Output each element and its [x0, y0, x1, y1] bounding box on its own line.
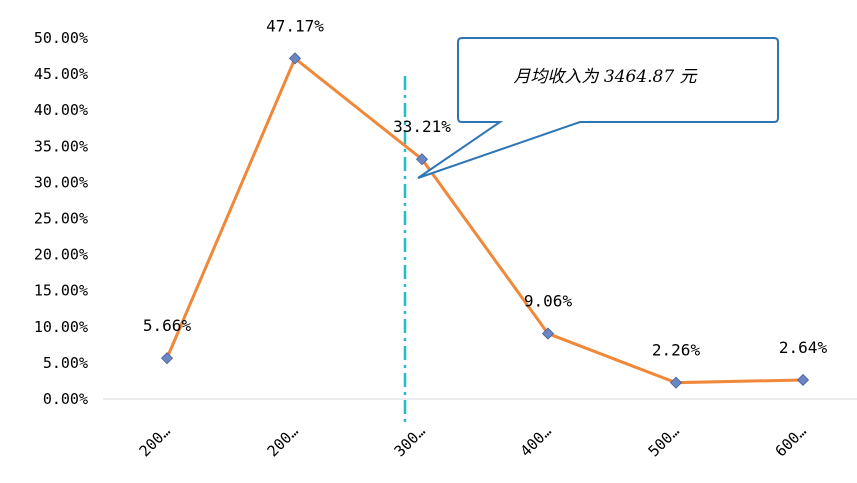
data-point-marker: [541, 327, 555, 340]
y-tick-label: 5.00%: [43, 354, 88, 372]
y-axis-ticks: 0.00% 5.00% 10.00% 15.00% 20.00% 25.00% 30.00%…: [34, 29, 88, 408]
y-tick-label: 35.00%: [34, 137, 88, 155]
data-label: 33.21%: [393, 117, 451, 136]
data-label: 2.26%: [652, 341, 701, 360]
x-tick-label: 200…: [264, 422, 302, 460]
data-point-marker: [160, 352, 174, 365]
y-tick-label: 40.00%: [34, 101, 88, 119]
x-tick-label: 600…: [772, 422, 810, 460]
callout-bubble: [417, 37, 779, 179]
x-tick-label: 500…: [645, 422, 683, 460]
series-line: [165, 56, 804, 385]
y-tick-label: 25.00%: [34, 210, 88, 228]
data-label: 9.06%: [524, 292, 573, 311]
x-tick-label: 300…: [391, 422, 429, 460]
data-label: 5.66%: [143, 316, 192, 335]
y-tick-label: 10.00%: [34, 318, 88, 336]
y-tick-label: 45.00%: [34, 65, 88, 83]
series-markers: [160, 52, 810, 389]
y-tick-label: 0.00%: [43, 390, 88, 408]
y-tick-label: 30.00%: [34, 173, 88, 191]
average-income-callout: 月均收入为 3464.87 元: [417, 37, 779, 179]
data-point-marker: [415, 153, 429, 166]
callout-text: 月均收入为 3464.87 元: [513, 67, 698, 87]
data-point-marker: [796, 373, 810, 387]
data-point-marker: [669, 376, 683, 389]
y-tick-label: 50.00%: [34, 29, 88, 47]
x-tick-label: 400…: [517, 422, 555, 460]
x-axis-ticks: 200… 200… 300… 400… 500… 600…: [136, 422, 810, 460]
data-label: 47.17%: [266, 16, 324, 35]
data-labels: 5.66% 47.17% 33.21% 9.06% 2.26% 2.64%: [143, 16, 828, 359]
y-tick-label: 15.00%: [34, 282, 88, 300]
x-tick-label: 200…: [136, 422, 174, 460]
data-point-marker: [288, 52, 302, 65]
data-label: 2.64%: [779, 338, 828, 357]
y-tick-label: 20.00%: [34, 246, 88, 264]
